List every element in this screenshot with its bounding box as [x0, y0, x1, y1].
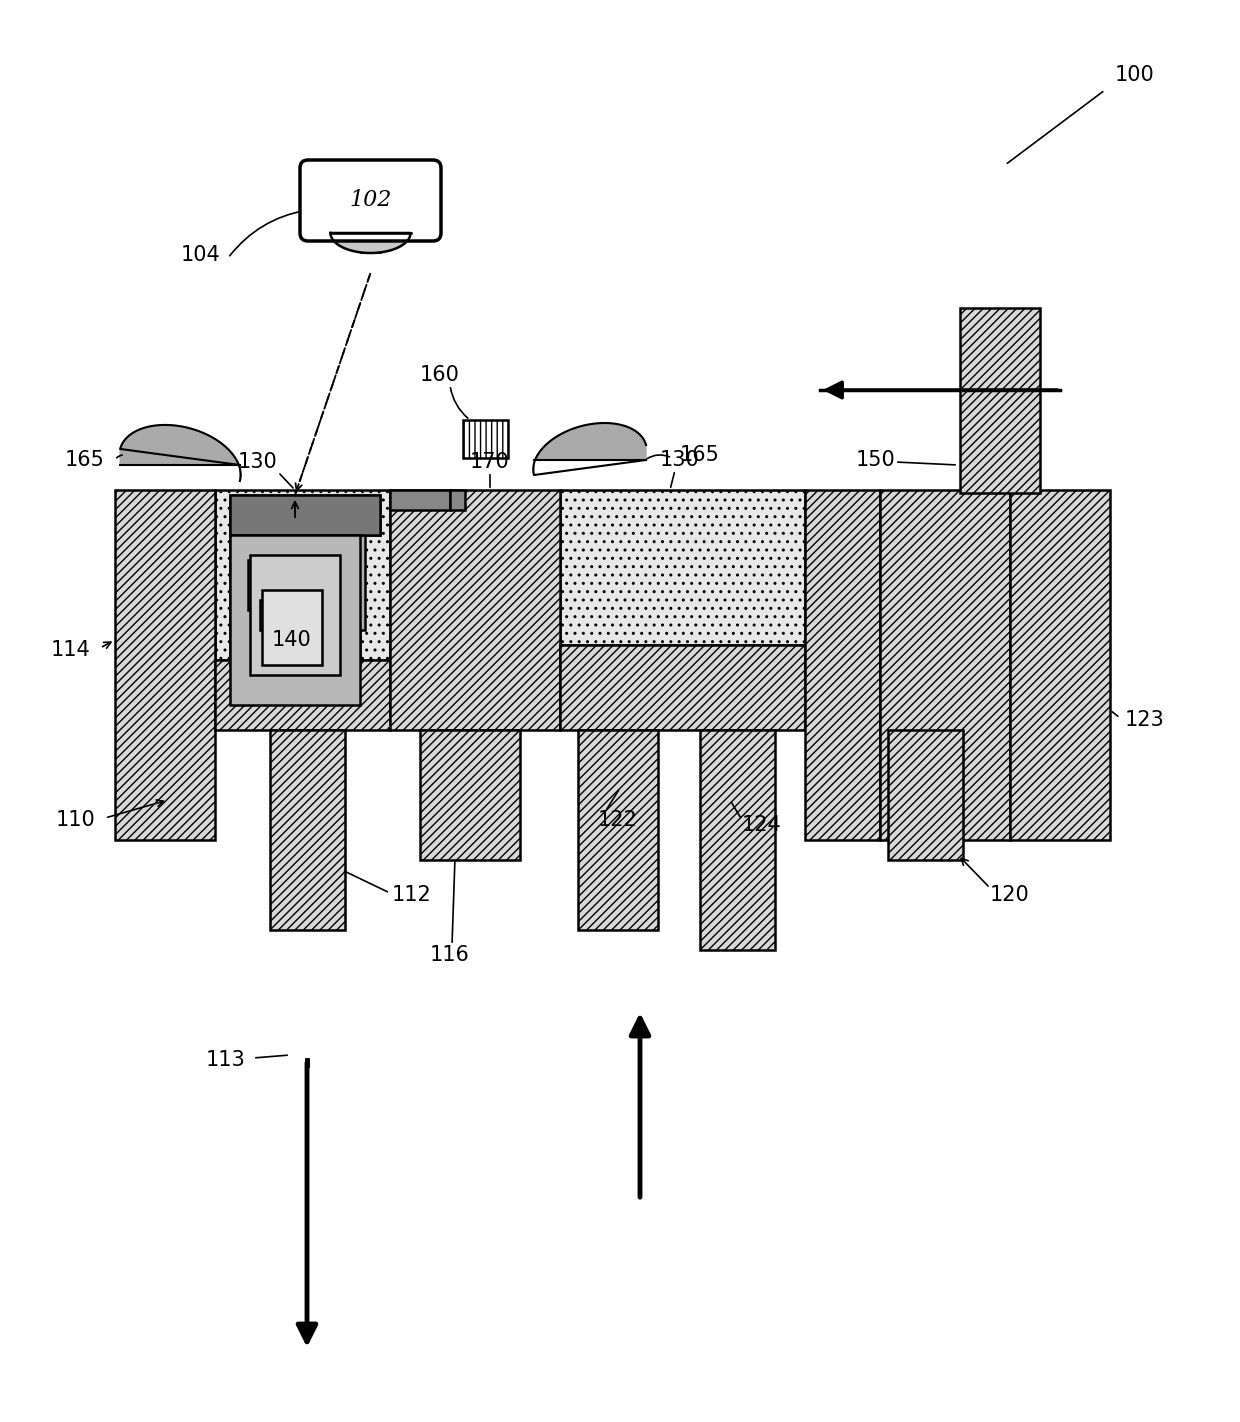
Text: 170: 170: [470, 452, 510, 472]
Bar: [215, 660, 391, 729]
Bar: [1011, 491, 1110, 840]
Bar: [215, 491, 391, 660]
Text: 120: 120: [990, 884, 1029, 904]
Polygon shape: [331, 233, 410, 253]
Bar: [262, 590, 322, 665]
Bar: [229, 495, 379, 535]
Text: 165: 165: [66, 449, 105, 471]
Bar: [229, 535, 360, 705]
Bar: [260, 600, 315, 630]
Text: 123: 123: [1125, 710, 1164, 729]
Bar: [960, 309, 1040, 493]
Text: 122: 122: [598, 811, 637, 830]
Bar: [250, 555, 340, 675]
Bar: [391, 491, 450, 510]
Bar: [560, 646, 805, 729]
Bar: [805, 491, 880, 840]
Text: 114: 114: [51, 640, 91, 660]
Bar: [701, 729, 775, 950]
Bar: [270, 729, 345, 930]
Bar: [450, 491, 465, 510]
Text: 102: 102: [350, 189, 392, 212]
Text: 130: 130: [238, 452, 278, 472]
Bar: [391, 491, 560, 729]
Text: 100: 100: [1115, 65, 1154, 85]
Text: 116: 116: [430, 946, 470, 966]
Text: 150: 150: [856, 449, 895, 471]
Text: 130: 130: [660, 449, 699, 471]
Text: 104: 104: [180, 245, 219, 264]
Bar: [560, 491, 805, 646]
Text: 160: 160: [420, 365, 460, 385]
Bar: [115, 491, 215, 840]
Polygon shape: [120, 425, 241, 481]
Text: 165: 165: [680, 445, 720, 465]
Bar: [236, 535, 365, 630]
Bar: [880, 491, 1011, 840]
Bar: [229, 535, 360, 665]
Bar: [463, 419, 508, 458]
Bar: [248, 560, 334, 610]
Polygon shape: [533, 422, 646, 475]
Text: 110: 110: [56, 811, 95, 830]
FancyBboxPatch shape: [300, 161, 441, 240]
Text: 113: 113: [206, 1049, 246, 1069]
Bar: [229, 495, 379, 535]
Text: 124: 124: [742, 815, 781, 835]
Text: 112: 112: [392, 884, 432, 904]
Text: 140: 140: [272, 630, 312, 650]
Bar: [888, 729, 963, 860]
Bar: [420, 729, 520, 860]
Bar: [578, 729, 658, 930]
